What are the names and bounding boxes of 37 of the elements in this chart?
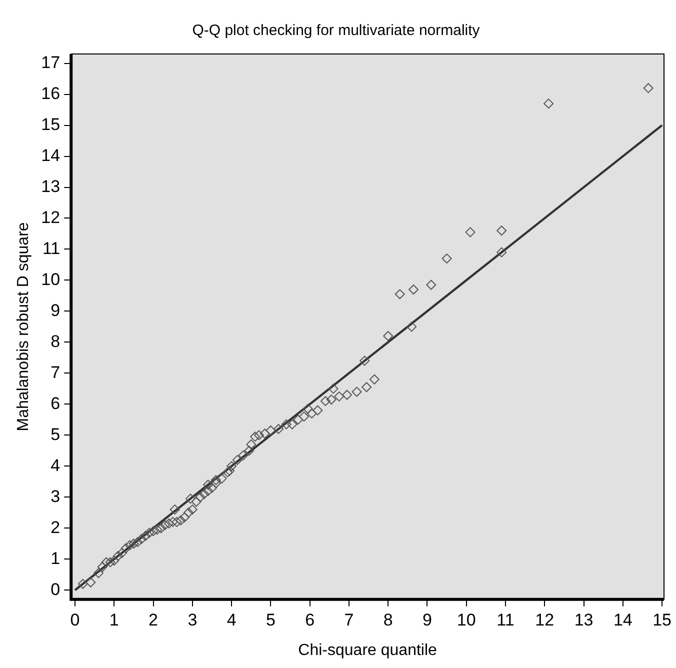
x-tick-label: 1 bbox=[109, 610, 119, 630]
x-tick-label: 5 bbox=[266, 610, 276, 630]
y-tick-label: 11 bbox=[42, 238, 60, 258]
x-tick-label: 2 bbox=[148, 610, 158, 630]
x-tick-label: 12 bbox=[535, 610, 554, 630]
x-tick-label: 0 bbox=[70, 610, 80, 630]
y-tick-label: 9 bbox=[50, 300, 60, 320]
y-tick-label: 16 bbox=[41, 84, 60, 103]
y-tick-label: 8 bbox=[50, 332, 60, 351]
x-axis-title: Chi-square quantile bbox=[298, 642, 438, 659]
y-tick-label: 15 bbox=[41, 114, 60, 134]
x-tick-label: 3 bbox=[188, 610, 198, 630]
y-tick-label: 3 bbox=[50, 486, 60, 506]
x-tick-label: 8 bbox=[383, 610, 393, 630]
x-tick-label: 15 bbox=[652, 610, 672, 630]
y-tick-label: 10 bbox=[41, 270, 60, 289]
y-axis-title: Mahalanobis robust D square bbox=[15, 222, 32, 432]
x-tick-label: 9 bbox=[422, 610, 432, 630]
y-tick-label: 6 bbox=[50, 394, 60, 413]
x-tick-label: 13 bbox=[574, 610, 594, 630]
y-tick-label: 17 bbox=[41, 52, 60, 72]
y-tick-label: 5 bbox=[50, 424, 60, 444]
x-tick-label: 4 bbox=[226, 610, 236, 630]
x-tick-label: 7 bbox=[344, 610, 354, 630]
y-tick-label: 0 bbox=[50, 580, 60, 599]
x-tick-label: 11 bbox=[496, 610, 514, 630]
y-tick-label: 7 bbox=[50, 362, 60, 382]
x-tick-label: 14 bbox=[613, 610, 632, 630]
y-tick-label: 4 bbox=[50, 456, 60, 475]
y-tick-label: 12 bbox=[41, 208, 60, 227]
x-tick-label: 10 bbox=[456, 610, 476, 630]
y-tick-label: 2 bbox=[50, 518, 60, 537]
y-tick-label: 14 bbox=[41, 146, 60, 165]
chart-title: Q-Q plot checking for multivariate normality bbox=[192, 22, 480, 40]
y-tick-label: 13 bbox=[41, 176, 60, 196]
y-tick-label: 1 bbox=[50, 548, 60, 568]
x-tick-label: 6 bbox=[305, 610, 315, 630]
